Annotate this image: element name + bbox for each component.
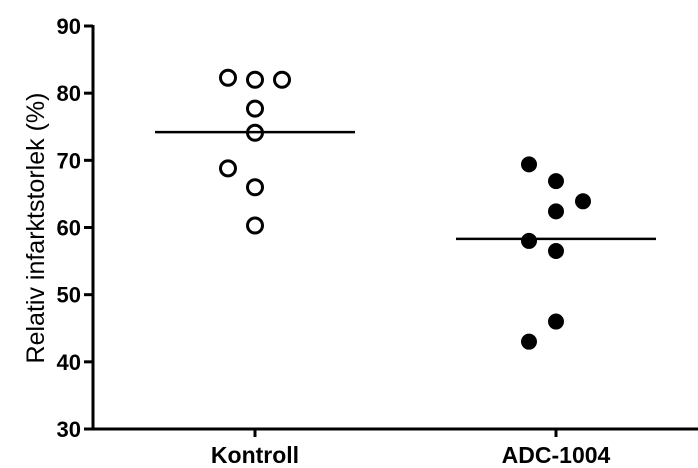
x-tick-label: ADC-1004 xyxy=(502,442,611,468)
y-tick-label: 40 xyxy=(57,350,81,375)
data-point-filled xyxy=(548,313,564,330)
data-point-open xyxy=(219,159,237,178)
x-tick-label: Kontroll xyxy=(211,442,299,468)
data-point-filled xyxy=(521,232,537,249)
y-axis-title: Relativ infarktstorlek (%) xyxy=(22,93,50,364)
data-point-filled xyxy=(521,156,537,173)
y-tick-label: 70 xyxy=(57,148,81,173)
data-point-filled xyxy=(548,173,564,190)
data-point-filled xyxy=(521,333,537,350)
y-tick-group: 30 40 50 60 70 80 90 xyxy=(57,14,93,442)
data-marks xyxy=(155,68,656,350)
x-label-group: Kontroll ADC-1004 xyxy=(211,429,611,468)
y-tick-label: 50 xyxy=(57,283,81,308)
y-tick-label: 30 xyxy=(57,417,81,442)
data-point-open xyxy=(246,99,264,118)
data-point-open xyxy=(219,68,237,87)
y-tick-label: 80 xyxy=(57,81,81,106)
x-axis: Kontroll ADC-1004 xyxy=(92,427,698,468)
y-axis: 30 40 50 60 70 80 90 xyxy=(57,14,95,442)
y-tick-label: 90 xyxy=(57,14,81,39)
data-point-open xyxy=(246,70,264,89)
y-tick-label: 60 xyxy=(57,216,81,241)
data-point-filled xyxy=(548,243,564,260)
data-point-open xyxy=(246,216,264,235)
data-point-open xyxy=(246,178,264,197)
data-point-filled xyxy=(548,203,564,220)
data-point-open xyxy=(273,70,291,89)
data-point-filled xyxy=(575,193,591,210)
